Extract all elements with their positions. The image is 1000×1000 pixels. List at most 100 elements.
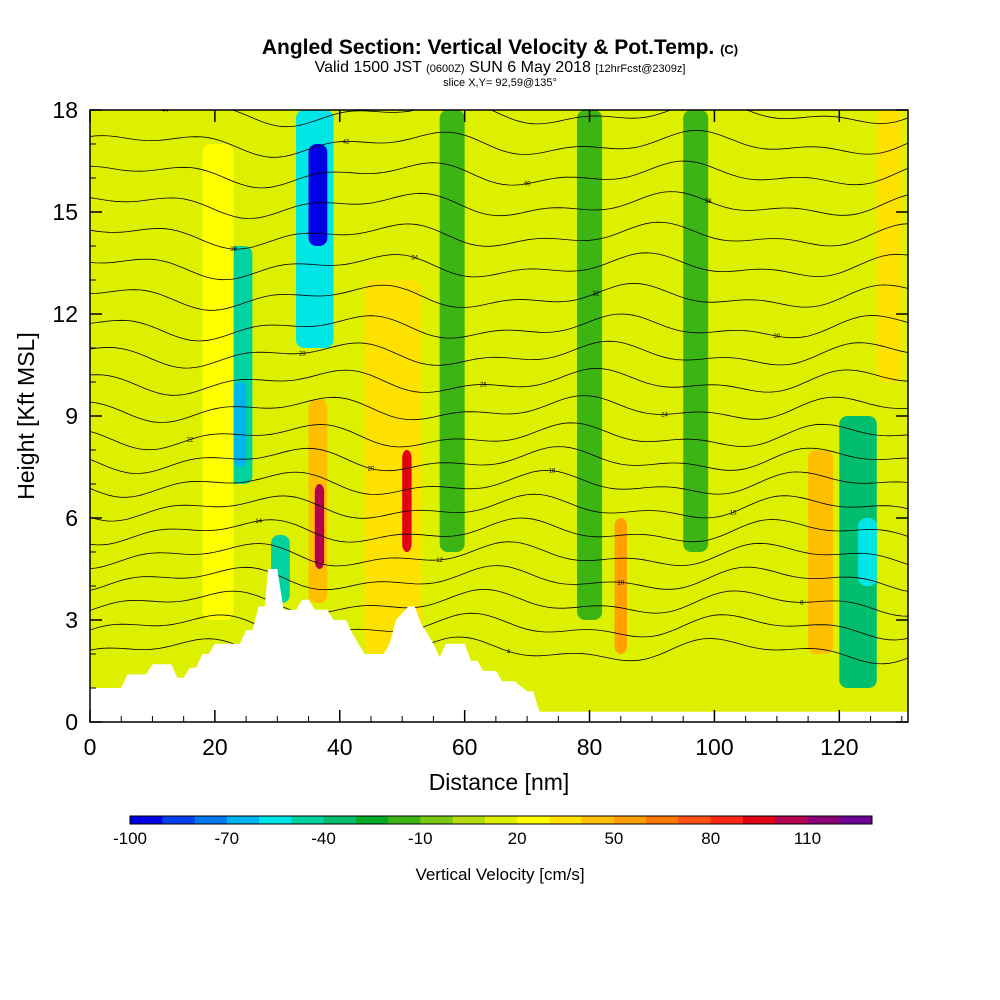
x-tick-label: 40 — [327, 734, 353, 760]
colorbar-tick-label: -10 — [408, 829, 433, 848]
velocity-field — [90, 110, 908, 722]
x-tick-label: 0 — [84, 734, 97, 760]
colorbar-tick-label: -70 — [214, 829, 239, 848]
colorbar-swatch — [646, 816, 679, 824]
theta-contour-label: 40 — [524, 182, 531, 188]
theta-contour — [90, 313, 908, 342]
theta-contour-label: 34 — [411, 256, 418, 262]
theta-contour — [90, 340, 908, 369]
theta-contour-label: 10 — [617, 580, 624, 586]
theta-contour-label: 12 — [436, 558, 443, 564]
colorbar-swatch — [517, 816, 550, 824]
x-tick-label: 120 — [820, 734, 858, 760]
x-tick-label: 80 — [577, 734, 603, 760]
theta-contour — [90, 367, 908, 396]
colorbar-tick-label: 50 — [604, 829, 623, 848]
theta-contour-label: 44 — [162, 108, 169, 114]
valid-time: Valid 1500 JST — [314, 59, 422, 76]
theta-contour — [90, 612, 908, 641]
colorbar-frame — [129, 815, 873, 825]
colorbar-swatch — [130, 816, 163, 824]
colorbar-swatch — [162, 816, 196, 824]
forecast-label: [12hrFcst@2309z] — [595, 63, 686, 75]
theta-contour — [90, 282, 908, 311]
theta-contour-label: 22 — [187, 438, 194, 444]
x-axis-label: Distance [nm] — [429, 769, 570, 795]
theta-contour — [90, 565, 908, 592]
velocity-cell — [876, 110, 902, 382]
colorbar-swatch — [807, 816, 841, 824]
x-tick-label: 60 — [452, 734, 478, 760]
chart-title: Angled Section: Vertical Velocity & Pot.… — [0, 36, 1000, 60]
velocity-cell — [439, 110, 465, 552]
valid-date: SUN 6 May 2018 — [469, 59, 591, 76]
theta-contour-label: 8 — [800, 600, 804, 606]
theta-contour-label: 28 — [299, 351, 306, 357]
slice-label: slice X,Y= 92,59@135° — [443, 77, 557, 89]
theta-contour — [90, 252, 908, 281]
colorbar-swatch — [710, 816, 744, 824]
title-tag: (C) — [720, 42, 739, 57]
colorbar-swatch — [452, 816, 486, 824]
colorbar-label: Vertical Velocity [cm/s] — [415, 865, 584, 884]
theta-contour — [90, 160, 908, 189]
y-tick-label: 15 — [52, 199, 78, 225]
theta-contour — [153, 110, 908, 128]
theta-contour — [90, 636, 908, 665]
colorbar-tick-label: -40 — [311, 829, 336, 848]
theta-contour — [90, 588, 908, 617]
velocity-cell — [858, 518, 877, 586]
theta-contour — [90, 541, 908, 569]
y-axis-label: Height [Kft MSL] — [13, 332, 39, 499]
colorbar: -100 -70 -40 -10 20 50 80 110 Vertical Velocity … — [113, 815, 873, 884]
colorbar-swatch — [839, 816, 873, 824]
y-tick-label: 18 — [52, 97, 78, 123]
velocity-cell — [308, 144, 328, 246]
theta-contour — [90, 422, 908, 451]
velocity-cell — [808, 450, 834, 654]
y-tick-label: 9 — [65, 403, 78, 429]
terrain — [90, 569, 908, 722]
colorbar-swatch — [259, 816, 292, 824]
theta-contour-label: 20 — [368, 467, 375, 473]
x-tick-label: 100 — [695, 734, 733, 760]
colorbar-swatch — [291, 816, 325, 824]
theta-contour — [90, 191, 908, 219]
theta-contour-label: 4 — [507, 649, 511, 655]
velocity-cell — [683, 110, 709, 552]
theta-contour — [90, 129, 908, 158]
colorbar-swatch — [420, 816, 454, 824]
axes: 0 20 40 60 80 100 120 0 36 9 12 15 18 Distance [nm] He… — [13, 97, 908, 795]
colorbar-swatch — [226, 816, 260, 824]
theta-contour — [90, 493, 908, 522]
colorbar-swatch — [355, 816, 389, 824]
theta-contour-label: 36 — [230, 247, 237, 253]
theta-contour-label: 30 — [774, 334, 781, 340]
colorbar-tick-label: 80 — [701, 829, 720, 848]
y-tick-label: 0 — [65, 709, 78, 735]
velocity-cell — [202, 144, 234, 620]
theta-contour-label: 14 — [255, 519, 262, 525]
theta-contour — [90, 446, 908, 474]
colorbar-swatch — [484, 816, 518, 824]
colorbar-swatch — [678, 816, 712, 824]
valid-zulu: (0600Z) — [426, 63, 465, 75]
theta-contour-label: 42 — [343, 139, 350, 145]
theta-contour-label: 16 — [730, 510, 737, 516]
chart-subtitle: Valid 1500 JST (0600Z) SUN 6 May 2018 [1… — [0, 59, 1000, 78]
colorbar-tick-label: -100 — [113, 829, 147, 848]
theta-contour-label: 38 — [705, 199, 712, 205]
velocity-cell — [614, 518, 628, 654]
velocity-cell — [402, 450, 412, 552]
velocity-cell — [364, 280, 421, 654]
theta-contour-label: 26 — [480, 382, 487, 388]
y-tick-label: 3 — [65, 607, 78, 633]
theta-contour-label: 18 — [549, 469, 556, 475]
theta-contour — [90, 469, 908, 498]
colorbar-swatch — [549, 816, 583, 824]
velocity-cell — [577, 110, 603, 620]
colorbar-tick-label: 20 — [508, 829, 527, 848]
theta-contour-label: 24 — [661, 412, 668, 418]
theta-contour — [90, 221, 908, 250]
